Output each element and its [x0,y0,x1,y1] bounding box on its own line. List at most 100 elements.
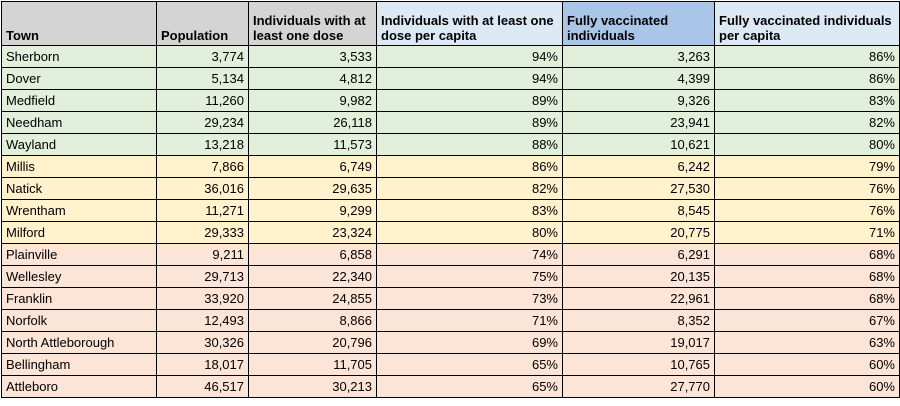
cell-one-dose-per-capita: 94% [376,67,563,90]
cell-population: 9,211 [156,243,249,266]
header-one-dose: Individuals with at least one dose [248,1,377,46]
cell-fully-vaccinated: 8,352 [562,309,715,332]
cell-one-dose: 9,982 [248,89,377,112]
cell-one-dose-per-capita: 94% [376,45,563,68]
cell-population: 33,920 [156,287,249,310]
header-fully-vaccinated-per-capita: Fully vaccinated individuals per capita [714,1,900,46]
cell-one-dose: 11,573 [248,133,377,156]
cell-fully-vaccinated: 19,017 [562,331,715,354]
cell-fully-vaccinated: 20,135 [562,265,715,288]
cell-population: 29,333 [156,221,249,244]
cell-fully-vaccinated-per-capita: 79% [714,155,900,178]
cell-one-dose: 4,812 [248,67,377,90]
cell-one-dose-per-capita: 86% [376,155,563,178]
table-body: Sherborn 3,774 3,533 94% 3,263 86% Dover 5,134 4… [1,45,900,398]
cell-fully-vaccinated: 3,263 [562,45,715,68]
table-row: Millis 7,866 6,749 86% 6,242 79% [1,155,900,178]
cell-one-dose: 20,796 [248,331,377,354]
table-row: Natick 36,016 29,635 82% 27,530 76% [1,177,900,200]
cell-one-dose: 6,749 [248,155,377,178]
cell-one-dose: 26,118 [248,111,377,134]
cell-population: 18,017 [156,353,249,376]
cell-fully-vaccinated: 6,291 [562,243,715,266]
header-one-dose-per-capita: Individuals with at least one dose per c… [376,1,563,46]
cell-fully-vaccinated-per-capita: 83% [714,89,900,112]
cell-one-dose-per-capita: 65% [376,375,563,398]
cell-fully-vaccinated-per-capita: 86% [714,67,900,90]
cell-town: Wayland [1,133,157,156]
table-row: Milford 29,333 23,324 80% 20,775 71% [1,221,900,244]
cell-one-dose: 8,866 [248,309,377,332]
cell-fully-vaccinated: 27,530 [562,177,715,200]
cell-fully-vaccinated-per-capita: 60% [714,375,900,398]
cell-town: Plainville [1,243,157,266]
cell-population: 12,493 [156,309,249,332]
table-row: Dover 5,134 4,812 94% 4,399 86% [1,67,900,90]
cell-town: Medfield [1,89,157,112]
cell-population: 29,234 [156,111,249,134]
cell-town: Dover [1,67,157,90]
cell-town: North Attleborough [1,331,157,354]
cell-one-dose: 22,340 [248,265,377,288]
cell-one-dose-per-capita: 71% [376,309,563,332]
cell-fully-vaccinated: 10,765 [562,353,715,376]
cell-fully-vaccinated: 23,941 [562,111,715,134]
cell-fully-vaccinated: 20,775 [562,221,715,244]
table-row: Wrentham 11,271 9,299 83% 8,545 76% [1,199,900,222]
table-row: Norfolk 12,493 8,866 71% 8,352 67% [1,309,900,332]
cell-fully-vaccinated: 8,545 [562,199,715,222]
cell-town: Needham [1,111,157,134]
cell-one-dose-per-capita: 75% [376,265,563,288]
cell-one-dose-per-capita: 69% [376,331,563,354]
cell-one-dose: 30,213 [248,375,377,398]
cell-one-dose-per-capita: 82% [376,177,563,200]
cell-one-dose-per-capita: 89% [376,89,563,112]
cell-town: Wrentham [1,199,157,222]
cell-population: 3,774 [156,45,249,68]
table-row: Bellingham 18,017 11,705 65% 10,765 60% [1,353,900,376]
cell-town: Natick [1,177,157,200]
header-row: Town Population Individuals with at leas… [1,1,900,46]
vaccination-table: Town Population Individuals with at leas… [1,1,900,398]
cell-town: Wellesley [1,265,157,288]
cell-town: Millis [1,155,157,178]
cell-fully-vaccinated-per-capita: 86% [714,45,900,68]
cell-population: 30,326 [156,331,249,354]
cell-fully-vaccinated-per-capita: 67% [714,309,900,332]
cell-one-dose-per-capita: 88% [376,133,563,156]
cell-one-dose-per-capita: 80% [376,221,563,244]
cell-fully-vaccinated-per-capita: 76% [714,199,900,222]
cell-one-dose: 24,855 [248,287,377,310]
table-row: Wellesley 29,713 22,340 75% 20,135 68% [1,265,900,288]
cell-town: Franklin [1,287,157,310]
header-fully-vaccinated: Fully vaccinated individuals [562,1,715,46]
cell-fully-vaccinated: 4,399 [562,67,715,90]
cell-fully-vaccinated: 9,326 [562,89,715,112]
table-row: Wayland 13,218 11,573 88% 10,621 80% [1,133,900,156]
cell-population: 11,271 [156,199,249,222]
cell-fully-vaccinated: 10,621 [562,133,715,156]
table-row: Medfield 11,260 9,982 89% 9,326 83% [1,89,900,112]
cell-fully-vaccinated: 27,770 [562,375,715,398]
cell-fully-vaccinated-per-capita: 68% [714,265,900,288]
table-row: Sherborn 3,774 3,533 94% 3,263 86% [1,45,900,68]
cell-fully-vaccinated-per-capita: 63% [714,331,900,354]
table-row: Attleboro 46,517 30,213 65% 27,770 60% [1,375,900,398]
cell-fully-vaccinated-per-capita: 71% [714,221,900,244]
cell-one-dose: 23,324 [248,221,377,244]
cell-town: Norfolk [1,309,157,332]
cell-fully-vaccinated-per-capita: 76% [714,177,900,200]
cell-population: 29,713 [156,265,249,288]
table-row: Franklin 33,920 24,855 73% 22,961 68% [1,287,900,310]
cell-population: 5,134 [156,67,249,90]
cell-fully-vaccinated-per-capita: 60% [714,353,900,376]
cell-one-dose: 11,705 [248,353,377,376]
cell-one-dose-per-capita: 74% [376,243,563,266]
cell-one-dose-per-capita: 83% [376,199,563,222]
cell-fully-vaccinated-per-capita: 68% [714,243,900,266]
cell-one-dose: 29,635 [248,177,377,200]
cell-one-dose-per-capita: 73% [376,287,563,310]
cell-population: 46,517 [156,375,249,398]
table-row: Plainville 9,211 6,858 74% 6,291 68% [1,243,900,266]
cell-one-dose: 3,533 [248,45,377,68]
